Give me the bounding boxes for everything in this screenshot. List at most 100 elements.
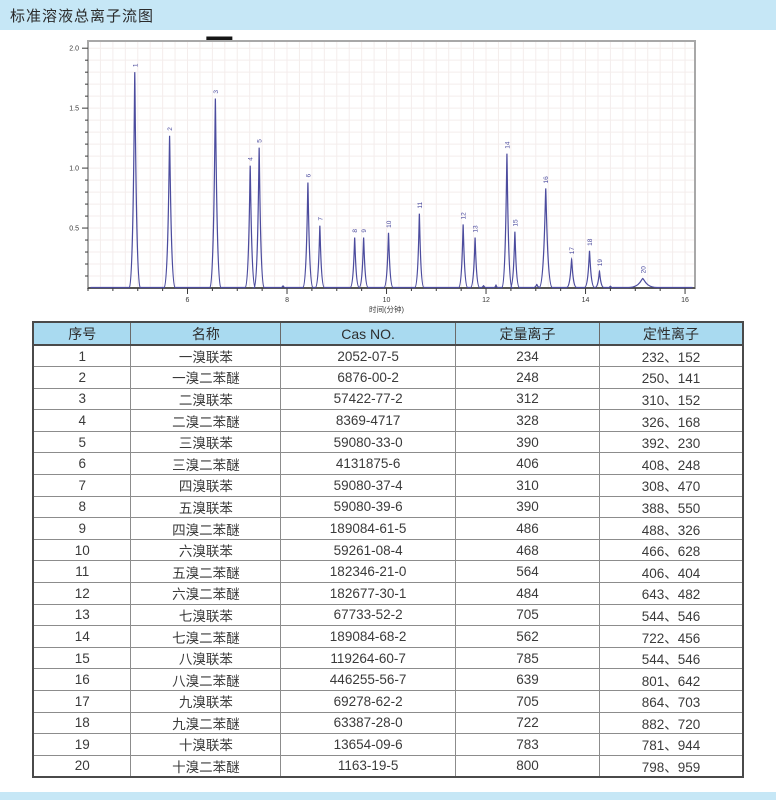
cell-quant-ion: 639	[454, 668, 601, 691]
cell-no: 10	[32, 538, 132, 562]
cell-name: 五溴联苯	[130, 495, 282, 519]
cell-no: 20	[32, 754, 132, 778]
peak-label: 12	[461, 212, 468, 220]
peak-label: 4	[248, 157, 255, 161]
cell-qual-ion: 232、152	[599, 344, 744, 368]
peak-label: 2	[167, 127, 174, 131]
cell-cas: 69278-62-2	[280, 690, 456, 713]
cell-cas: 189084-68-2	[280, 625, 456, 648]
table-row: 7 四溴联苯 59080-37-4 310 308、470	[32, 474, 744, 497]
cell-no: 11	[32, 560, 132, 584]
x-tick-label: 16	[681, 297, 689, 304]
cell-name: 六溴二苯醚	[130, 582, 282, 605]
table-row: 3 二溴联苯 57422-77-2 312 310、152	[32, 387, 744, 411]
table-row: 8 五溴联苯 59080-39-6 390 388、550	[32, 495, 744, 519]
cell-cas: 59261-08-4	[280, 538, 456, 562]
cell-cas: 59080-33-0	[280, 430, 456, 454]
bottom-strip	[0, 792, 776, 800]
cell-qual-ion: 544、546	[599, 603, 744, 627]
cell-no: 13	[32, 603, 132, 627]
table-row: 2 一溴二苯醚 6876-00-2 248 250、141	[32, 366, 744, 389]
cell-cas: 182677-30-1	[280, 582, 456, 605]
cell-qual-ion: 781、944	[599, 733, 744, 756]
x-axis-title: 时间(分钟)	[369, 304, 404, 314]
cell-qual-ion: 388、550	[599, 495, 744, 519]
cell-cas: 189084-61-5	[280, 517, 456, 540]
cell-qual-ion: 544、546	[599, 646, 744, 670]
cell-name: 二溴联苯	[130, 387, 282, 411]
table-row: 17 九溴联苯 69278-62-2 705 864、703	[32, 690, 744, 713]
cell-qual-ion: 310、152	[599, 387, 744, 411]
peak-label: 17	[569, 247, 576, 255]
cell-quant-ion: 800	[454, 754, 601, 778]
page-title-bar: 标准溶液总离子流图	[0, 0, 776, 30]
cell-qual-ion: 250、141	[599, 366, 744, 389]
column-header-no: 序号	[32, 321, 132, 346]
cell-no: 19	[32, 733, 132, 756]
cell-name: 四溴二苯醚	[130, 517, 282, 540]
cell-name: 一溴二苯醚	[130, 366, 282, 389]
peak-label: 8	[352, 229, 359, 233]
cell-name: 八溴二苯醚	[130, 668, 282, 691]
cell-quant-ion: 705	[454, 690, 601, 713]
peak-label: 10	[386, 220, 393, 228]
table-row: 18 九溴二苯醚 63387-28-0 722 882、720	[32, 711, 744, 735]
cell-name: 四溴联苯	[130, 474, 282, 497]
top-marker	[206, 36, 233, 40]
peak-label: 1	[132, 63, 139, 67]
y-tick-label: 1.0	[69, 166, 79, 173]
table-row: 19 十溴联苯 13654-09-6 783 781、944	[32, 733, 744, 756]
table-row: 11 五溴二苯醚 182346-21-0 564 406、404	[32, 560, 744, 584]
table-row: 6 三溴二苯醚 4131875-6 406 408、248	[32, 452, 744, 476]
x-tick-label: 10	[383, 297, 391, 304]
table-row: 12 六溴二苯醚 182677-30-1 484 643、482	[32, 582, 744, 605]
ion-table: 序号 名称 Cas NO. 定量离子 定性离子 1 一溴联苯 2052-07-5 23…	[32, 321, 744, 778]
cell-qual-ion: 308、470	[599, 474, 744, 497]
cell-name: 十溴联苯	[130, 733, 282, 756]
cell-name: 三溴二苯醚	[130, 452, 282, 476]
peak-label: 5	[257, 139, 264, 143]
cell-name: 九溴二苯醚	[130, 711, 282, 735]
chromatogram-trace	[90, 72, 693, 289]
cell-quant-ion: 705	[454, 603, 601, 627]
cell-no: 12	[32, 582, 132, 605]
cell-cas: 67733-52-2	[280, 603, 456, 627]
column-header-name: 名称	[130, 321, 282, 346]
cell-name: 六溴联苯	[130, 538, 282, 562]
cell-qual-ion: 801、642	[599, 668, 744, 691]
column-header-quant-ion: 定量离子	[454, 321, 601, 346]
cell-quant-ion: 312	[454, 387, 601, 411]
peak-label: 11	[417, 202, 424, 209]
cell-qual-ion: 798、959	[599, 754, 744, 778]
cell-no: 8	[32, 495, 132, 519]
cell-name: 七溴二苯醚	[130, 625, 282, 648]
cell-cas: 59080-37-4	[280, 474, 456, 497]
cell-quant-ion: 390	[454, 495, 601, 519]
cell-qual-ion: 406、404	[599, 560, 744, 584]
cell-no: 5	[32, 430, 132, 454]
cell-name: 九溴联苯	[130, 690, 282, 713]
cell-quant-ion: 785	[454, 646, 601, 670]
cell-qual-ion: 408、248	[599, 452, 744, 476]
cell-cas: 182346-21-0	[280, 560, 456, 584]
cell-no: 16	[32, 668, 132, 691]
cell-quant-ion: 328	[454, 409, 601, 432]
cell-no: 4	[32, 409, 132, 432]
cell-no: 6	[32, 452, 132, 476]
column-header-cas: Cas NO.	[280, 321, 456, 346]
cell-quant-ion: 486	[454, 517, 601, 540]
y-tick-label: 1.5	[69, 106, 79, 113]
cell-name: 五溴二苯醚	[130, 560, 282, 584]
table-row: 9 四溴二苯醚 189084-61-5 486 488、326	[32, 517, 744, 540]
peak-label: 19	[597, 259, 604, 267]
x-tick-label: 14	[582, 297, 590, 304]
cell-qual-ion: 466、628	[599, 538, 744, 562]
column-header-qual-ion: 定性离子	[599, 321, 744, 346]
y-tick-label: 2.0	[69, 46, 79, 53]
table-row: 13 七溴联苯 67733-52-2 705 544、546	[32, 603, 744, 627]
cell-name: 一溴联苯	[130, 344, 282, 368]
cell-cas: 59080-39-6	[280, 495, 456, 519]
plot-frame	[87, 40, 696, 289]
peak-label: 16	[543, 176, 550, 184]
